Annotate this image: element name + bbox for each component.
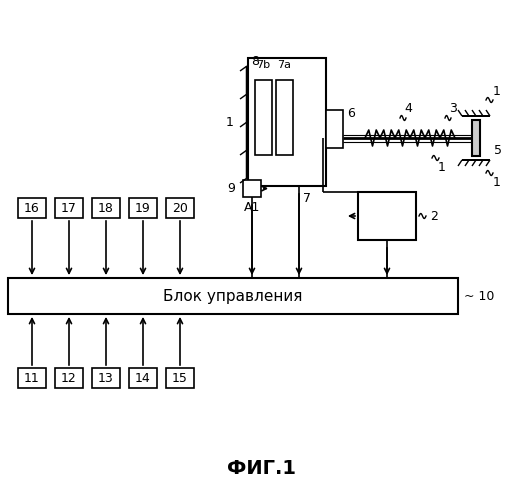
Bar: [243, 180, 261, 197]
Bar: [129, 368, 157, 388]
Text: 19: 19: [135, 202, 151, 215]
Text: 6: 6: [347, 106, 355, 119]
Text: 8: 8: [251, 54, 259, 67]
Text: 15: 15: [172, 371, 188, 385]
Bar: [166, 368, 194, 388]
Bar: [18, 198, 46, 218]
Bar: [255, 80, 272, 155]
Bar: [472, 120, 480, 156]
Bar: [18, 368, 46, 388]
Text: 2: 2: [430, 210, 438, 223]
Bar: [129, 198, 157, 218]
Text: 7b: 7b: [256, 60, 270, 70]
Text: Блок управления: Блок управления: [163, 288, 303, 303]
Text: 12: 12: [61, 371, 77, 385]
Bar: [358, 192, 416, 240]
Bar: [326, 110, 343, 148]
Text: 9: 9: [227, 182, 235, 195]
Bar: [55, 368, 83, 388]
Text: 1: 1: [226, 115, 234, 129]
Bar: [92, 368, 120, 388]
Text: 13: 13: [98, 371, 114, 385]
Text: ФИГ.1: ФИГ.1: [226, 459, 295, 478]
Text: 18: 18: [98, 202, 114, 215]
Bar: [92, 198, 120, 218]
Text: 20: 20: [172, 202, 188, 215]
Text: 4: 4: [404, 101, 412, 114]
Text: ~ 10: ~ 10: [464, 289, 494, 302]
Bar: [276, 80, 293, 155]
Text: 7: 7: [303, 192, 311, 205]
Bar: [166, 198, 194, 218]
Bar: [55, 198, 83, 218]
Text: 3: 3: [449, 101, 457, 114]
Text: 5: 5: [494, 144, 502, 157]
Text: 17: 17: [61, 202, 77, 215]
Text: 1: 1: [493, 176, 501, 189]
Text: 1: 1: [438, 161, 446, 174]
Text: 16: 16: [24, 202, 40, 215]
Text: A1: A1: [244, 201, 260, 214]
Text: 7a: 7a: [278, 60, 291, 70]
Bar: [8, 278, 458, 314]
Text: 1: 1: [493, 84, 501, 97]
Bar: [248, 58, 326, 186]
Text: 11: 11: [24, 371, 40, 385]
Text: 14: 14: [135, 371, 151, 385]
